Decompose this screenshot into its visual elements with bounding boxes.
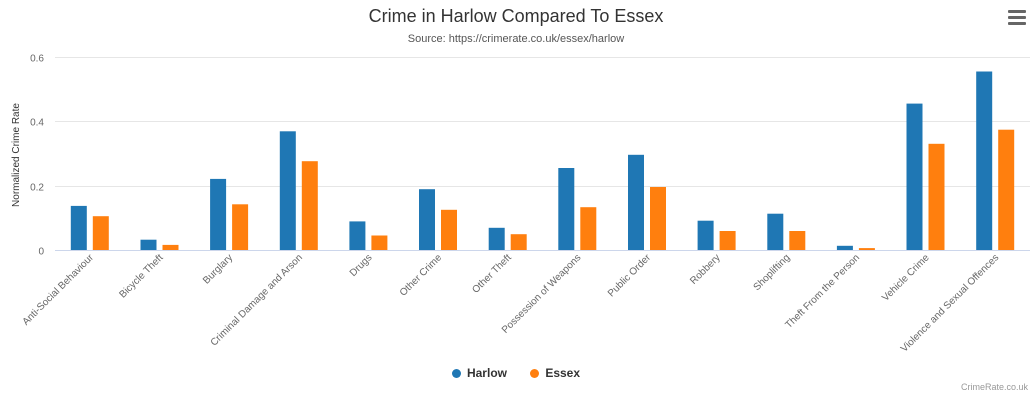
y-tick-label: 0	[38, 247, 44, 258]
bar-essex[interactable]	[92, 216, 109, 250]
bar-harlow[interactable]	[836, 245, 853, 250]
bars	[70, 71, 1015, 251]
bar-essex[interactable]	[998, 129, 1015, 250]
bar-essex[interactable]	[858, 248, 875, 250]
bar-essex[interactable]	[650, 187, 666, 250]
menu-line	[1008, 22, 1026, 25]
gridlines	[55, 57, 1030, 187]
bar-harlow[interactable]	[976, 71, 993, 251]
y-tick-label: 0.4	[30, 118, 44, 129]
legend-dot-harlow	[451, 368, 461, 378]
bar-harlow[interactable]	[70, 205, 87, 250]
credits-link[interactable]: CrimeRate.co.uk	[960, 382, 1028, 392]
bar-harlow[interactable]	[697, 220, 714, 250]
menu-line	[1008, 10, 1026, 13]
x-tick-label: Vehicle Crime	[880, 252, 932, 304]
x-tick-label: Shoplifting	[752, 252, 793, 293]
bar-harlow[interactable]	[279, 131, 296, 250]
y-tick-label: 0.6	[30, 54, 44, 65]
legend-item-harlow[interactable]: Harlow	[451, 366, 507, 380]
bar-essex[interactable]	[441, 209, 457, 250]
bar-essex[interactable]	[371, 235, 388, 251]
y-tick-label: 0.2	[30, 183, 44, 194]
bar-harlow[interactable]	[906, 103, 923, 250]
x-axis-ticks: Anti-Social Behaviour Bicycle Theft Burgla…	[21, 252, 1002, 355]
bar-harlow[interactable]	[210, 178, 227, 250]
bar-essex[interactable]	[928, 143, 945, 250]
bar-harlow[interactable]	[558, 168, 575, 250]
bar-essex[interactable]	[510, 234, 527, 250]
legend-label-harlow: Harlow	[466, 366, 507, 380]
x-tick-label: Other Crime	[398, 252, 445, 299]
bar-essex[interactable]	[719, 231, 736, 250]
chart-subtitle: Source: https://crimerate.co.uk/essex/ha…	[407, 33, 625, 45]
x-tick-label: Bicycle Theft	[117, 252, 165, 300]
x-tick-label: Burglary	[201, 252, 235, 286]
x-tick-label: Anti-Social Behaviour	[21, 252, 97, 328]
legend-label-essex: Essex	[545, 366, 581, 380]
bar-essex[interactable]	[789, 231, 806, 250]
hamburger-menu-icon[interactable]	[1008, 10, 1026, 26]
bar-essex[interactable]	[301, 161, 318, 250]
y-axis-label: Normalized Crime Rate	[11, 103, 22, 207]
x-tick-label: Possession of Weapons	[500, 252, 584, 336]
bar-harlow[interactable]	[349, 221, 366, 250]
bar-essex[interactable]	[580, 207, 597, 250]
legend-item-essex[interactable]: Essex	[530, 366, 580, 380]
bar-harlow[interactable]	[767, 213, 784, 250]
x-tick-label: Theft From the Person	[783, 252, 862, 331]
legend: Harlow Essex	[0, 366, 1032, 381]
legend-dot-essex	[530, 368, 540, 378]
x-tick-label: Robbery	[688, 252, 723, 287]
chart-title: Crime in Harlow Compared To Essex	[368, 6, 664, 26]
bar-harlow[interactable]	[628, 154, 644, 250]
x-tick-label: Other Theft	[470, 252, 514, 296]
bar-essex[interactable]	[162, 244, 179, 250]
x-tick-label: Public Order	[606, 252, 654, 300]
bar-essex[interactable]	[232, 204, 249, 250]
bar-harlow[interactable]	[419, 189, 435, 250]
bar-harlow[interactable]	[140, 239, 157, 250]
bar-harlow[interactable]	[488, 227, 505, 250]
y-axis-ticks: 0 0.2 0.4 0.6	[30, 54, 44, 258]
x-tick-label: Drugs	[348, 252, 375, 279]
menu-line	[1008, 16, 1026, 19]
